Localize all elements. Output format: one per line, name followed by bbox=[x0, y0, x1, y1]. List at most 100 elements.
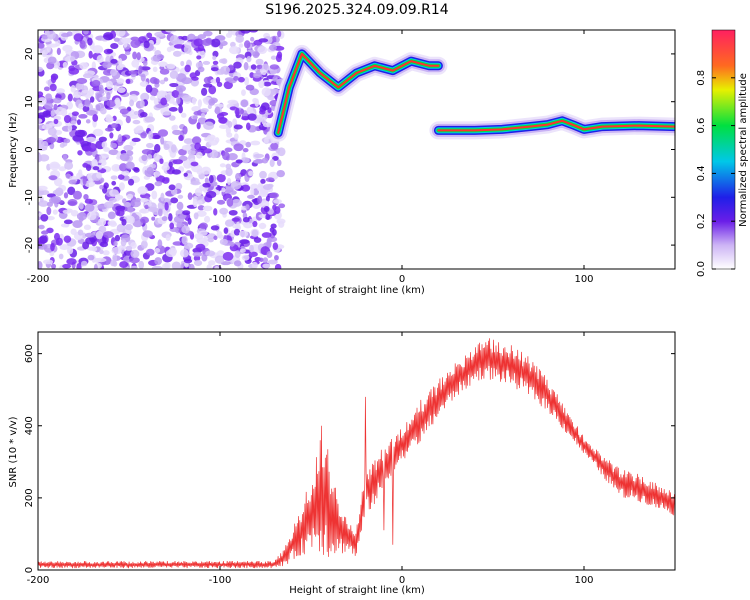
noise-speckle bbox=[82, 176, 87, 186]
noise-speckle bbox=[132, 119, 141, 125]
noise-speckle bbox=[46, 30, 56, 40]
noise-speckle bbox=[160, 136, 165, 145]
noise-speckle bbox=[96, 55, 104, 63]
noise-speckle bbox=[53, 177, 63, 187]
noise-speckle bbox=[269, 192, 279, 199]
noise-speckle bbox=[78, 169, 83, 177]
noise-speckle bbox=[99, 241, 109, 248]
noise-speckle bbox=[256, 64, 263, 70]
noise-speckle bbox=[133, 126, 144, 134]
noise-speckle bbox=[141, 148, 153, 155]
noise-speckle bbox=[193, 255, 201, 262]
noise-speckle bbox=[121, 170, 130, 176]
noise-speckle bbox=[210, 38, 221, 48]
noise-speckle bbox=[162, 263, 169, 269]
noise-speckle bbox=[38, 42, 45, 49]
noise-speckle bbox=[43, 102, 54, 110]
noise-speckle bbox=[103, 147, 110, 152]
noise-speckle bbox=[106, 80, 113, 90]
snr-xtick-label: -200 bbox=[27, 575, 50, 586]
noise-speckle bbox=[128, 215, 135, 225]
noise-speckle bbox=[50, 195, 62, 204]
noise-speckle bbox=[62, 61, 68, 68]
noise-speckle bbox=[169, 82, 179, 88]
noise-speckle bbox=[233, 143, 244, 152]
noise-speckle bbox=[157, 239, 163, 249]
noise-speckle bbox=[111, 246, 122, 255]
noise-speckle bbox=[86, 211, 97, 221]
noise-speckle bbox=[221, 187, 226, 193]
noise-speckle bbox=[216, 231, 223, 238]
noise-speckle bbox=[78, 114, 88, 119]
noise-speckle bbox=[274, 263, 282, 269]
noise-speckle bbox=[130, 36, 140, 41]
noise-speckle bbox=[40, 213, 49, 222]
noise-speckle bbox=[93, 264, 98, 269]
noise-speckle bbox=[219, 163, 226, 168]
noise-speckle bbox=[62, 209, 72, 214]
noise-speckle bbox=[122, 198, 127, 204]
noise-speckle bbox=[216, 173, 226, 183]
noise-speckle bbox=[151, 190, 158, 200]
noise-speckle bbox=[53, 118, 59, 125]
noise-speckle bbox=[85, 136, 97, 143]
noise-speckle bbox=[95, 257, 107, 263]
noise-speckle bbox=[250, 140, 261, 146]
noise-speckle bbox=[255, 58, 264, 65]
noise-speckle bbox=[153, 98, 159, 106]
noise-speckle bbox=[112, 254, 118, 263]
noise-speckle bbox=[110, 142, 118, 149]
noise-speckle bbox=[103, 201, 114, 209]
noise-speckle bbox=[248, 30, 259, 33]
noise-speckle bbox=[70, 55, 75, 62]
noise-speckle bbox=[233, 228, 241, 236]
noise-speckle bbox=[127, 206, 134, 213]
noise-speckle bbox=[269, 88, 281, 95]
noise-speckle bbox=[204, 177, 209, 184]
noise-speckle bbox=[101, 141, 108, 149]
noise-speckle bbox=[225, 167, 233, 177]
noise-speckle bbox=[68, 67, 80, 75]
noise-speckle bbox=[163, 143, 170, 151]
noise-speckle bbox=[224, 147, 233, 153]
noise-speckle bbox=[117, 174, 125, 180]
noise-speckle bbox=[79, 40, 86, 49]
noise-speckle bbox=[240, 99, 249, 108]
snr-frame bbox=[37, 331, 676, 571]
noise-speckle bbox=[91, 79, 101, 87]
chart-title: S196.2025.324.09.09.R14 bbox=[265, 2, 448, 18]
noise-speckle bbox=[139, 81, 149, 87]
noise-speckle bbox=[270, 55, 277, 60]
noise-speckle bbox=[253, 39, 263, 46]
noise-speckle bbox=[126, 193, 134, 200]
noise-speckle bbox=[208, 139, 219, 146]
noise-speckle bbox=[208, 98, 216, 106]
noise-speckle bbox=[233, 124, 243, 130]
noise-region bbox=[38, 30, 286, 269]
noise-speckle bbox=[84, 203, 95, 212]
noise-speckle bbox=[85, 119, 91, 124]
noise-speckle bbox=[219, 238, 228, 246]
noise-speckle bbox=[259, 170, 267, 179]
noise-speckle bbox=[181, 144, 192, 151]
spectrogram-ytick-label: 0 bbox=[24, 146, 35, 152]
noise-speckle bbox=[228, 46, 240, 55]
noise-speckle bbox=[172, 50, 182, 57]
noise-speckle bbox=[106, 49, 114, 54]
noise-speckle bbox=[230, 180, 242, 190]
noise-speckle bbox=[76, 77, 88, 85]
noise-speckle bbox=[276, 159, 282, 167]
noise-speckle bbox=[119, 108, 129, 115]
noise-speckle bbox=[197, 44, 205, 52]
noise-speckle bbox=[138, 260, 145, 269]
noise-speckle bbox=[248, 170, 254, 177]
noise-speckle bbox=[65, 173, 72, 179]
noise-speckle bbox=[62, 153, 68, 161]
noise-speckle bbox=[72, 220, 83, 228]
noise-speckle bbox=[159, 68, 170, 75]
noise-speckle bbox=[213, 235, 218, 241]
noise-speckle bbox=[183, 172, 188, 177]
noise-speckle bbox=[98, 136, 107, 143]
noise-speckle bbox=[239, 230, 249, 238]
